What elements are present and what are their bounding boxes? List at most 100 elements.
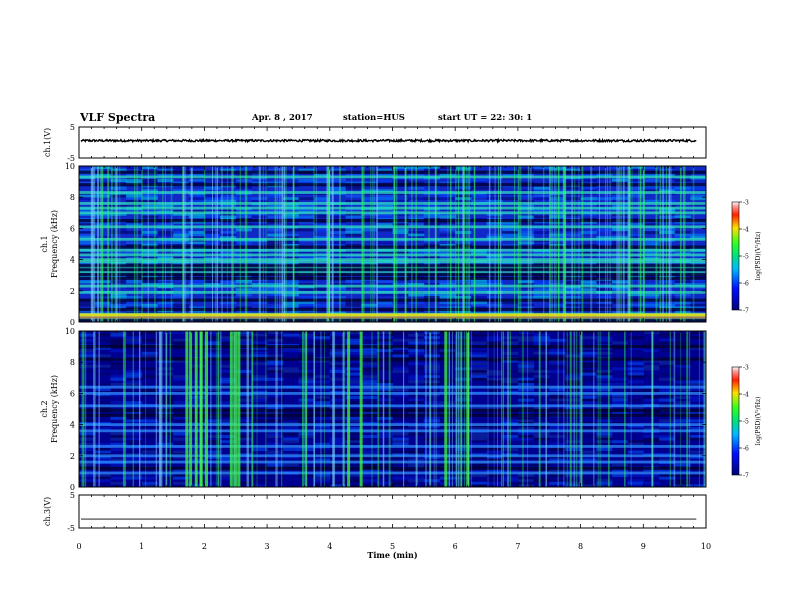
texture-cell bbox=[282, 388, 299, 392]
texture-cell bbox=[126, 416, 143, 420]
texture-cell bbox=[674, 189, 691, 193]
sferic-streak bbox=[458, 166, 460, 322]
texture-cell bbox=[126, 393, 143, 397]
texture-cell bbox=[157, 205, 174, 208]
texture-cell bbox=[439, 233, 456, 237]
texture-cell bbox=[564, 212, 582, 216]
texture-cell bbox=[298, 354, 315, 358]
texture-cell bbox=[173, 251, 190, 255]
texture-cell bbox=[235, 179, 252, 182]
texture-cell bbox=[455, 476, 472, 480]
ch3-waveform-ylabel: ch.3(V) bbox=[43, 497, 52, 526]
texture-cell bbox=[376, 189, 393, 193]
sferic-streak bbox=[93, 331, 95, 487]
texture-cell bbox=[220, 205, 237, 208]
texture-cell bbox=[533, 262, 550, 266]
texture-cell bbox=[157, 416, 174, 420]
texture-cell bbox=[674, 336, 691, 340]
texture-cell bbox=[345, 372, 362, 376]
texture-cell bbox=[564, 375, 582, 379]
texture-cell bbox=[314, 458, 331, 462]
texture-cell bbox=[345, 367, 362, 371]
texture-cell bbox=[79, 484, 96, 488]
texture-cell bbox=[94, 468, 111, 472]
texture-cell bbox=[361, 396, 378, 399]
texture-cell bbox=[533, 354, 550, 358]
texture-cell bbox=[298, 370, 315, 373]
sferic-streak bbox=[462, 166, 465, 322]
texture-cell bbox=[674, 251, 691, 255]
texture-cell bbox=[596, 383, 613, 386]
burst-streak bbox=[229, 331, 233, 487]
texture-cell bbox=[596, 375, 613, 379]
texture-cell bbox=[173, 419, 190, 423]
texture-cell bbox=[204, 354, 221, 358]
y-tick-label: 6 bbox=[70, 224, 75, 233]
texture-cell bbox=[392, 437, 409, 441]
texture-cell bbox=[658, 393, 676, 397]
texture-cell bbox=[596, 275, 613, 279]
texture-cell bbox=[392, 251, 409, 255]
ch2-colorbar-tick-label: -5 bbox=[743, 419, 749, 426]
texture-cell bbox=[282, 416, 299, 420]
texture-cell bbox=[564, 181, 582, 185]
texture-cell bbox=[392, 181, 409, 185]
texture-cell bbox=[110, 481, 127, 485]
texture-cell bbox=[126, 411, 143, 415]
texture-cell bbox=[690, 336, 707, 340]
sferic-streak bbox=[545, 331, 547, 487]
sferic-streak bbox=[455, 166, 457, 322]
texture-cell bbox=[658, 406, 676, 410]
texture-cell bbox=[282, 275, 299, 279]
texture-cell bbox=[298, 296, 315, 299]
texture-cell bbox=[361, 484, 378, 488]
texture-cell bbox=[549, 388, 566, 392]
texture-cell bbox=[439, 450, 456, 454]
texture-cell bbox=[423, 212, 441, 216]
texture-cell bbox=[345, 199, 362, 203]
texture-cell bbox=[627, 484, 644, 488]
band-dark bbox=[79, 219, 706, 223]
texture-cell bbox=[141, 280, 158, 284]
x-tick-label: 6 bbox=[453, 542, 458, 551]
texture-cell bbox=[220, 440, 237, 444]
texture-cell bbox=[267, 283, 284, 286]
texture-cell bbox=[361, 380, 378, 384]
texture-cell bbox=[282, 333, 299, 337]
texture-cell bbox=[173, 468, 190, 472]
x-tick-label: 7 bbox=[515, 542, 520, 551]
texture-cell bbox=[392, 450, 409, 454]
texture-cell bbox=[173, 241, 190, 245]
texture-cell bbox=[157, 396, 174, 399]
texture-cell bbox=[674, 301, 691, 305]
sferic-streak bbox=[119, 166, 121, 322]
ch2-colorbar-tick-label: -7 bbox=[743, 473, 749, 480]
texture-cell bbox=[79, 479, 96, 483]
band-dark bbox=[79, 408, 706, 413]
texture-cell bbox=[94, 367, 111, 371]
texture-cell bbox=[361, 479, 378, 483]
texture-cell bbox=[173, 233, 190, 237]
texture-cell bbox=[361, 375, 378, 379]
texture-cell bbox=[502, 370, 519, 373]
texture-cell bbox=[392, 370, 409, 373]
texture-cell bbox=[533, 189, 550, 193]
texture-cell bbox=[204, 375, 221, 379]
texture-cell bbox=[423, 215, 441, 219]
texture-cell bbox=[79, 303, 96, 307]
texture-cell bbox=[345, 364, 362, 368]
texture-cell bbox=[126, 432, 143, 436]
texture-cell bbox=[486, 223, 503, 227]
texture-cell bbox=[533, 393, 550, 397]
texture-cell bbox=[345, 432, 362, 436]
texture-cell bbox=[580, 484, 597, 488]
texture-cell bbox=[157, 173, 174, 177]
texture-cell bbox=[267, 362, 284, 366]
texture-cell bbox=[611, 197, 629, 201]
texture-cell bbox=[596, 173, 613, 177]
texture-cell bbox=[204, 442, 221, 446]
texture-cell bbox=[94, 442, 111, 446]
texture-cell bbox=[220, 283, 237, 286]
texture-cell bbox=[658, 168, 676, 172]
texture-cell bbox=[596, 364, 613, 368]
